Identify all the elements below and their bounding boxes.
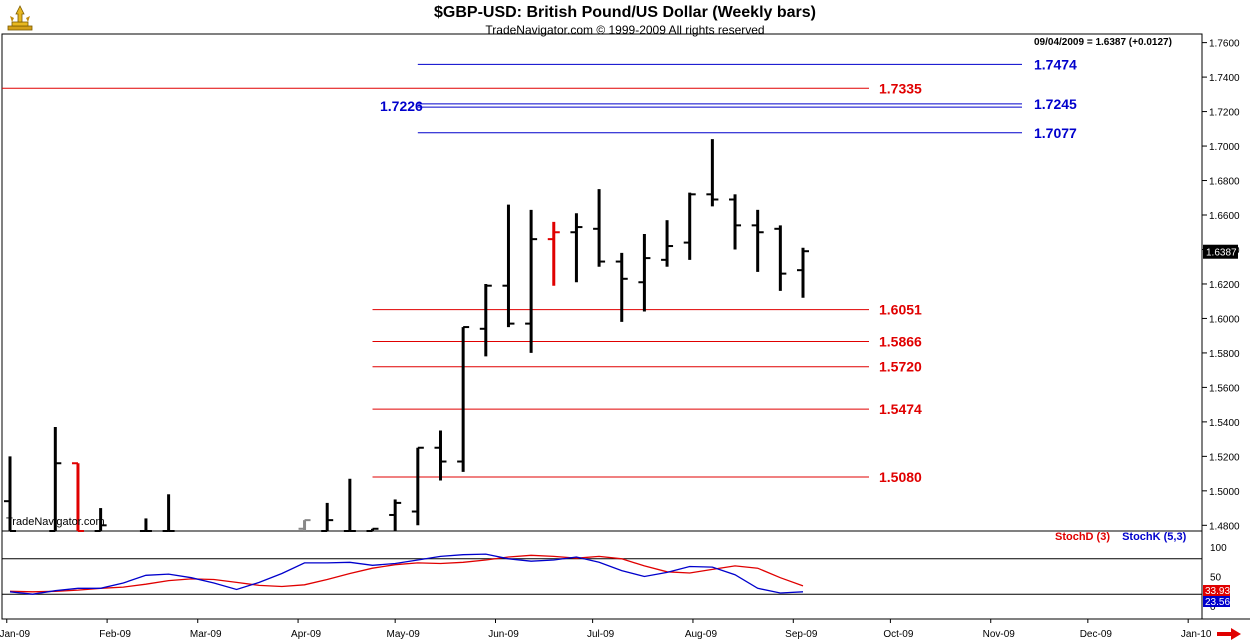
y-tick-label: 1.7400 [1209, 73, 1240, 84]
watermark: TradeNavigator.com [6, 516, 105, 528]
y-tick-label: 1.5600 [1209, 383, 1240, 394]
level-label: 1.7335 [879, 80, 922, 96]
x-tick-label: Jan-10 [1181, 629, 1212, 640]
y-tick-label: 1.6000 [1209, 314, 1240, 325]
level-label: 1.5474 [879, 401, 922, 417]
y-tick-label: 1.4800 [1209, 521, 1240, 532]
level-label: 1.6051 [879, 302, 922, 318]
x-tick-label: Nov-09 [983, 629, 1016, 640]
level-label: 1.7245 [1034, 96, 1077, 112]
x-tick-label: Aug-09 [685, 629, 718, 640]
level-label: 1.7077 [1034, 125, 1077, 141]
x-tick-label: Apr-09 [291, 629, 321, 640]
x-tick-label: Feb-09 [99, 629, 131, 640]
trophy-icon[interactable] [6, 4, 34, 34]
last-price-box [1203, 244, 1238, 259]
arrow-right-icon[interactable] [1216, 628, 1242, 640]
stoch-line [9, 554, 804, 593]
y-tick-label: 1.5000 [1209, 487, 1240, 498]
stochk-value-box [1203, 596, 1230, 607]
x-tick-label: Sep-09 [785, 629, 818, 640]
y-tick-label: 1.7000 [1209, 142, 1240, 153]
y-tick-label: 1.6600 [1209, 211, 1240, 222]
chart-title: $GBP-USD: British Pound/US Dollar (Weekl… [434, 4, 816, 21]
y-tick-label: 1.5400 [1209, 418, 1240, 429]
level-label: 1.5720 [879, 359, 922, 375]
stochd-value-label: 33.93 [1205, 586, 1230, 597]
y-tick-label: 1.7200 [1209, 108, 1240, 119]
level-label: 1.7474 [1034, 56, 1077, 72]
x-tick-label: Mar-09 [190, 629, 222, 640]
osc-tick-label: 50 [1210, 573, 1222, 584]
x-tick-label: May-09 [386, 629, 420, 640]
osc-tick-label: 100 [1210, 543, 1227, 554]
last-price-label: 1.6387 [1206, 248, 1237, 259]
x-tick-label: Jan-09 [0, 629, 30, 640]
last-price-status: 09/04/2009 = 1.6387 (+0.0127) [1034, 37, 1172, 48]
y-tick-label: 1.5200 [1209, 452, 1240, 463]
x-tick-label: Oct-09 [883, 629, 913, 640]
x-tick-label: Dec-09 [1080, 629, 1113, 640]
osc-tick-label: 0 [1210, 602, 1216, 613]
level-label: 1.5866 [879, 334, 922, 350]
legend-stochd: StochD (3) [1055, 531, 1110, 543]
stochk-value-label: 23.56 [1205, 597, 1230, 608]
y-tick-label: 1.7600 [1209, 39, 1240, 50]
legend-stochk: StochK (5,3) [1122, 531, 1187, 543]
y-tick-label: 1.6200 [1209, 280, 1240, 291]
level-label: 1.7226 [380, 98, 423, 114]
stoch-line [9, 553, 804, 595]
y-tick-label: 1.6800 [1209, 177, 1240, 188]
level-label: 1.5080 [879, 469, 922, 485]
y-tick-label: 1.5800 [1209, 349, 1240, 360]
stochd-value-box [1203, 585, 1230, 596]
x-tick-label: Jun-09 [488, 629, 519, 640]
x-tick-label: Jul-09 [587, 629, 615, 640]
stochastic-legend: StochD (3) StochK (5,3) [1055, 531, 1195, 543]
